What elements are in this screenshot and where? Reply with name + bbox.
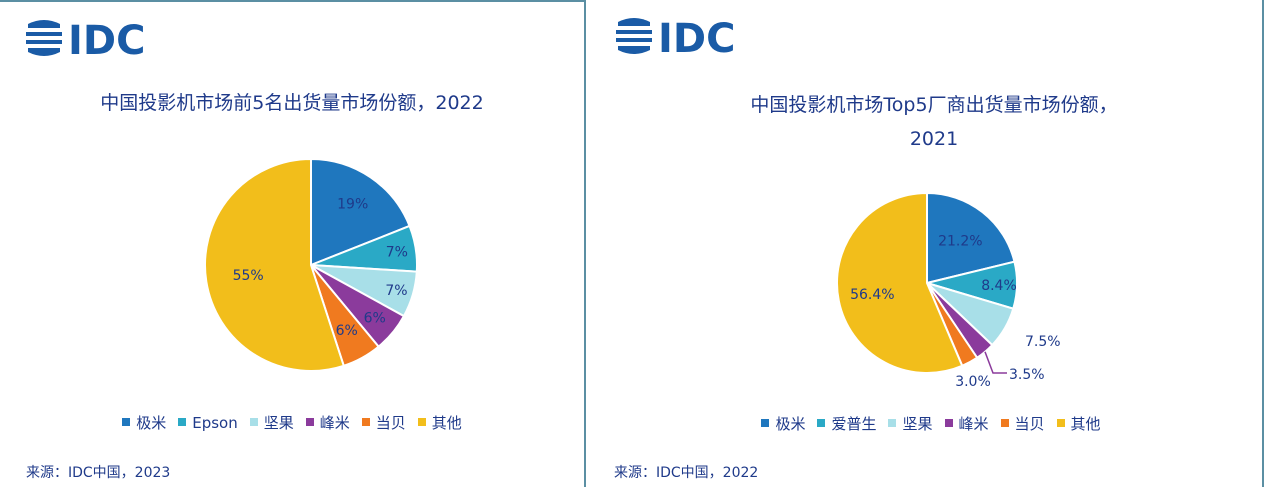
chart-title: 中国投影机市场前5名出货量市场份额，2022 — [0, 86, 584, 120]
legend-label: 其他 — [1070, 415, 1101, 433]
logo-text: IDC — [68, 18, 145, 60]
legend-swatch — [249, 417, 258, 426]
data-label: 7.5% — [1025, 334, 1061, 350]
legend-label: 其他 — [431, 414, 462, 432]
legend-label: 极米 — [775, 415, 806, 433]
chart-panel-2021: IDC 中国投影机市场Top5厂商出货量市场份额， 2021 21.2% 8.4%… — [588, 0, 1264, 487]
chart-legend: 极米 Epson 坚果 峰米 当贝 其他 — [0, 412, 584, 433]
legend-swatch — [417, 417, 426, 426]
chart-title-line: 中国投影机市场前5名出货量市场份额，2022 — [100, 92, 484, 114]
legend-item: 极米 — [122, 412, 166, 433]
legend-swatch — [305, 417, 314, 426]
legend-item: 其他 — [1056, 413, 1101, 434]
chart-title: 中国投影机市场Top5厂商出货量市场份额， 2021 — [588, 88, 1262, 156]
legend-swatch — [122, 417, 131, 426]
legend-label: 当贝 — [1014, 415, 1045, 433]
legend-item: 其他 — [417, 412, 462, 433]
pie-slice-极米 — [926, 191, 1016, 285]
data-label: 21.2% — [938, 234, 982, 250]
data-label: 56.4% — [850, 287, 894, 303]
source-note: 来源：IDC中国，2023 — [26, 465, 171, 481]
legend-item: 坚果 — [249, 412, 294, 433]
legend-item: 爱普生 — [817, 413, 876, 434]
legend-label: 坚果 — [263, 414, 294, 432]
chart-title-line: 中国投影机市场Top5厂商出货量市场份额， — [750, 94, 1118, 116]
idc-logo: IDC — [26, 18, 145, 60]
pie-slice-极米 — [310, 157, 411, 267]
legend-item: 当贝 — [361, 412, 406, 433]
legend-item: 当贝 — [1000, 413, 1045, 434]
logo-text: IDC — [658, 16, 735, 58]
data-label: 6% — [336, 323, 358, 339]
legend-swatch — [361, 417, 370, 426]
pie-chart: 21.2% 8.4% 7.5% 3.5% 3.0% 56.4% — [836, 191, 1061, 390]
pie-chart: 19% 7% 7% 6% 6% 55% — [204, 157, 418, 372]
chart-title-line: 2021 — [909, 128, 959, 150]
legend-item: 峰米 — [944, 413, 989, 434]
pie-slice-其他 — [836, 191, 964, 374]
legend-item: 坚果 — [888, 413, 933, 434]
data-label: 55% — [233, 268, 264, 284]
legend-label: 极米 — [136, 414, 167, 432]
legend-label: 坚果 — [902, 415, 933, 433]
data-label: 3.5% — [1009, 367, 1045, 383]
legend-label: 峰米 — [319, 414, 350, 432]
legend-swatch — [817, 418, 826, 427]
data-label: 6% — [364, 311, 386, 327]
idc-logo: IDC — [616, 16, 735, 58]
legend-swatch — [1056, 418, 1065, 427]
source-note: 来源：IDC中国，2022 — [614, 465, 759, 481]
legend-item: 峰米 — [305, 412, 350, 433]
legend-swatch — [761, 418, 770, 427]
pie-slice-其他 — [204, 157, 346, 372]
legend-swatch — [178, 417, 187, 426]
data-label: 3.0% — [955, 374, 991, 390]
data-label: 7% — [386, 244, 408, 260]
chart-panel-2022: IDC 中国投影机市场前5名出货量市场份额，2022 19% 7% 7% 6% 6% 55… — [0, 0, 586, 487]
legend-item: Epson — [178, 414, 238, 432]
legend-label: 峰米 — [958, 415, 989, 433]
chart-legend: 极米 爱普生 坚果 峰米 当贝 其他 — [588, 413, 1262, 434]
legend-swatch — [1000, 418, 1009, 427]
leader-line — [984, 351, 1007, 374]
legend-swatch — [944, 418, 953, 427]
data-label: 19% — [337, 197, 368, 213]
legend-label: 当贝 — [375, 414, 406, 432]
legend-item: 极米 — [761, 413, 805, 434]
legend-label: Epson — [192, 414, 238, 432]
data-label: 7% — [385, 283, 407, 299]
data-label: 8.4% — [981, 278, 1017, 294]
legend-swatch — [888, 418, 897, 427]
legend-label: 爱普生 — [831, 415, 877, 433]
